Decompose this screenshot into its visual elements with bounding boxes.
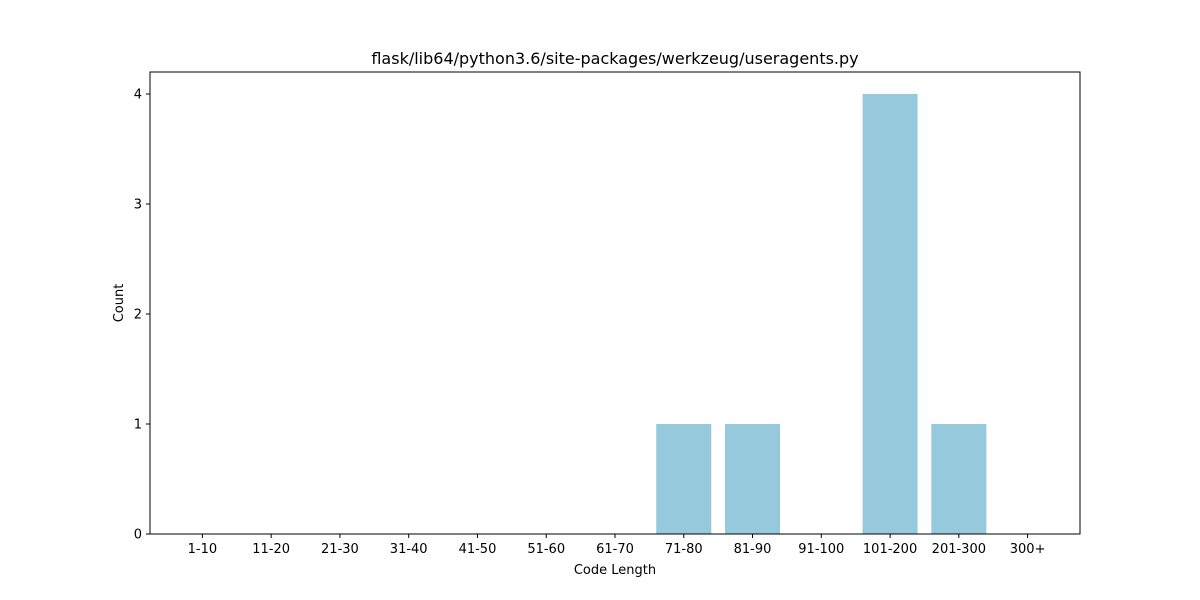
- x-tick-label: 1-10: [188, 542, 218, 557]
- bar-71-80: [656, 424, 712, 534]
- y-tick-label: 2: [134, 308, 142, 323]
- y-tick-label: 0: [134, 528, 142, 543]
- x-tick-label: 51-60: [527, 542, 565, 557]
- bars-group: [656, 94, 987, 534]
- x-tick-label: 101-200: [863, 542, 917, 557]
- chart-title: flask/lib64/python3.6/site-packages/werk…: [371, 49, 858, 68]
- y-tick-label: 1: [134, 418, 142, 433]
- x-tick-label: 91-100: [798, 542, 844, 557]
- x-tick-label: 41-50: [459, 542, 497, 557]
- x-tick-label: 61-70: [596, 542, 634, 557]
- y-axis-label: Count: [112, 284, 127, 323]
- x-tick-label: 31-40: [390, 542, 428, 557]
- x-tick-label: 71-80: [665, 542, 703, 557]
- y-tick-label: 3: [134, 198, 142, 213]
- y-tick-label: 4: [134, 88, 142, 103]
- bar-201-300: [931, 424, 987, 534]
- x-tick-label: 11-20: [252, 542, 290, 557]
- x-tick-label: 300+: [1010, 542, 1046, 557]
- x-axis-ticks: 1-10 11-20 21-30 31-40 41-50 51-60 61-70 71-80 8…: [188, 534, 1046, 557]
- x-tick-label: 201-300: [932, 542, 986, 557]
- bar-81-90: [725, 424, 781, 534]
- x-axis-label: Code Length: [574, 563, 656, 578]
- y-axis-ticks: 0 1 2 3 4: [134, 88, 150, 543]
- x-tick-label: 21-30: [321, 542, 359, 557]
- x-tick-label: 81-90: [734, 542, 772, 557]
- bar-101-200: [862, 94, 918, 534]
